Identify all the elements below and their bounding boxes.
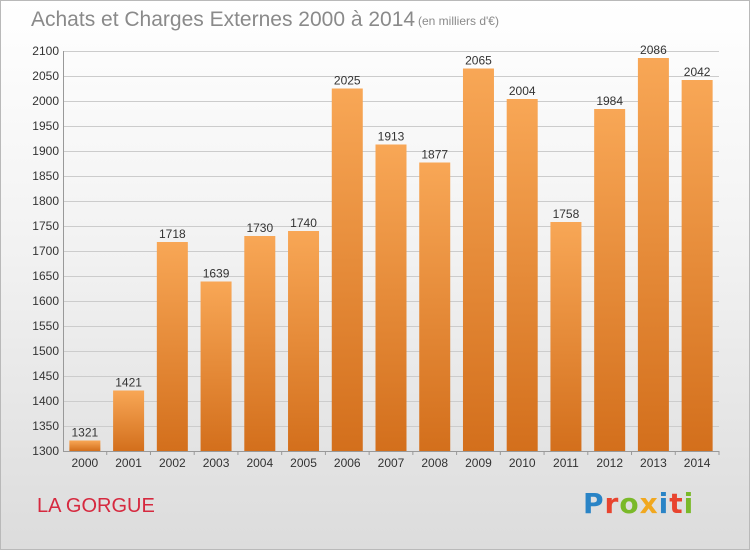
bar-value-label: 2025 xyxy=(334,74,361,88)
y-tick-label: 1400 xyxy=(32,394,59,408)
y-tick-label: 2100 xyxy=(32,44,59,58)
x-tick-label: 2006 xyxy=(334,456,361,470)
y-tick-label: 1750 xyxy=(32,219,59,233)
x-tick-label: 2014 xyxy=(684,456,711,470)
bar xyxy=(506,99,538,451)
y-tick-label: 1700 xyxy=(32,244,59,258)
x-tick-label: 2007 xyxy=(378,456,405,470)
bar-value-label: 1758 xyxy=(553,207,580,221)
bar-value-label: 1639 xyxy=(203,267,230,281)
logo-letter: r xyxy=(604,487,620,520)
y-tick-label: 1350 xyxy=(32,419,59,433)
bar xyxy=(156,242,188,451)
bar xyxy=(637,58,669,451)
bar xyxy=(594,109,626,451)
bar-value-label: 1321 xyxy=(72,426,99,440)
chart-unit: (en milliers d'€) xyxy=(418,14,499,28)
bar xyxy=(113,390,145,451)
chart-title: Achats et Charges Externes 2000 à 2014 xyxy=(31,8,416,31)
x-tick-label: 2001 xyxy=(115,456,142,470)
bar-value-label: 2065 xyxy=(465,54,492,68)
bar xyxy=(69,440,101,451)
logo-letter: t xyxy=(669,487,684,520)
x-tick-label: 2009 xyxy=(465,456,492,470)
y-tick-label: 1900 xyxy=(32,144,59,158)
bar-value-label: 1730 xyxy=(246,221,273,235)
bar-value-label: 2042 xyxy=(684,65,711,79)
bar-value-label: 1421 xyxy=(115,376,142,390)
y-tick-label: 1800 xyxy=(32,194,59,208)
bar xyxy=(288,231,320,451)
bar-value-label: 1984 xyxy=(596,94,623,108)
bar-value-label: 2086 xyxy=(640,43,667,57)
bar xyxy=(681,80,713,451)
logo-letter: i xyxy=(683,487,695,520)
y-tick-label: 1650 xyxy=(32,269,59,283)
y-tick-label: 1950 xyxy=(32,119,59,133)
x-tick-label: 2003 xyxy=(203,456,230,470)
bar xyxy=(200,281,232,451)
bar xyxy=(331,88,363,451)
bar-value-label: 1913 xyxy=(378,130,405,144)
proxiti-logo: Proxiti xyxy=(583,487,694,520)
y-tick-label: 1850 xyxy=(32,169,59,183)
logo-letter: P xyxy=(583,487,605,520)
bar xyxy=(375,144,407,451)
y-tick-label: 2000 xyxy=(32,94,59,108)
y-tick-label: 1300 xyxy=(32,444,59,458)
bar-value-label: 2004 xyxy=(509,84,536,98)
x-tick-label: 2013 xyxy=(640,456,667,470)
bar-value-label: 1740 xyxy=(290,216,317,230)
y-tick-label: 1500 xyxy=(32,344,59,358)
x-tick-label: 2010 xyxy=(509,456,536,470)
bar-value-label: 1718 xyxy=(159,227,186,241)
logo-letter: o xyxy=(619,487,640,520)
y-tick-label: 2050 xyxy=(32,69,59,83)
y-tick-label: 1550 xyxy=(32,319,59,333)
y-tick-label: 1600 xyxy=(32,294,59,308)
x-tick-label: 2000 xyxy=(72,456,99,470)
x-tick-label: 2011 xyxy=(553,456,579,470)
bar xyxy=(462,68,494,451)
logo-letter: i xyxy=(658,487,670,520)
x-tick-label: 2004 xyxy=(246,456,273,470)
x-tick-label: 2005 xyxy=(290,456,317,470)
logo-letter: x xyxy=(639,487,659,520)
bar-value-label: 1877 xyxy=(421,148,448,162)
x-tick-label: 2012 xyxy=(596,456,623,470)
x-tick-label: 2002 xyxy=(159,456,186,470)
bar xyxy=(419,162,451,451)
y-tick-label: 1450 xyxy=(32,369,59,383)
x-tick-label: 2008 xyxy=(421,456,448,470)
bar xyxy=(244,236,276,451)
bar xyxy=(550,222,582,451)
commune-name: LA GORGUE xyxy=(37,495,155,517)
